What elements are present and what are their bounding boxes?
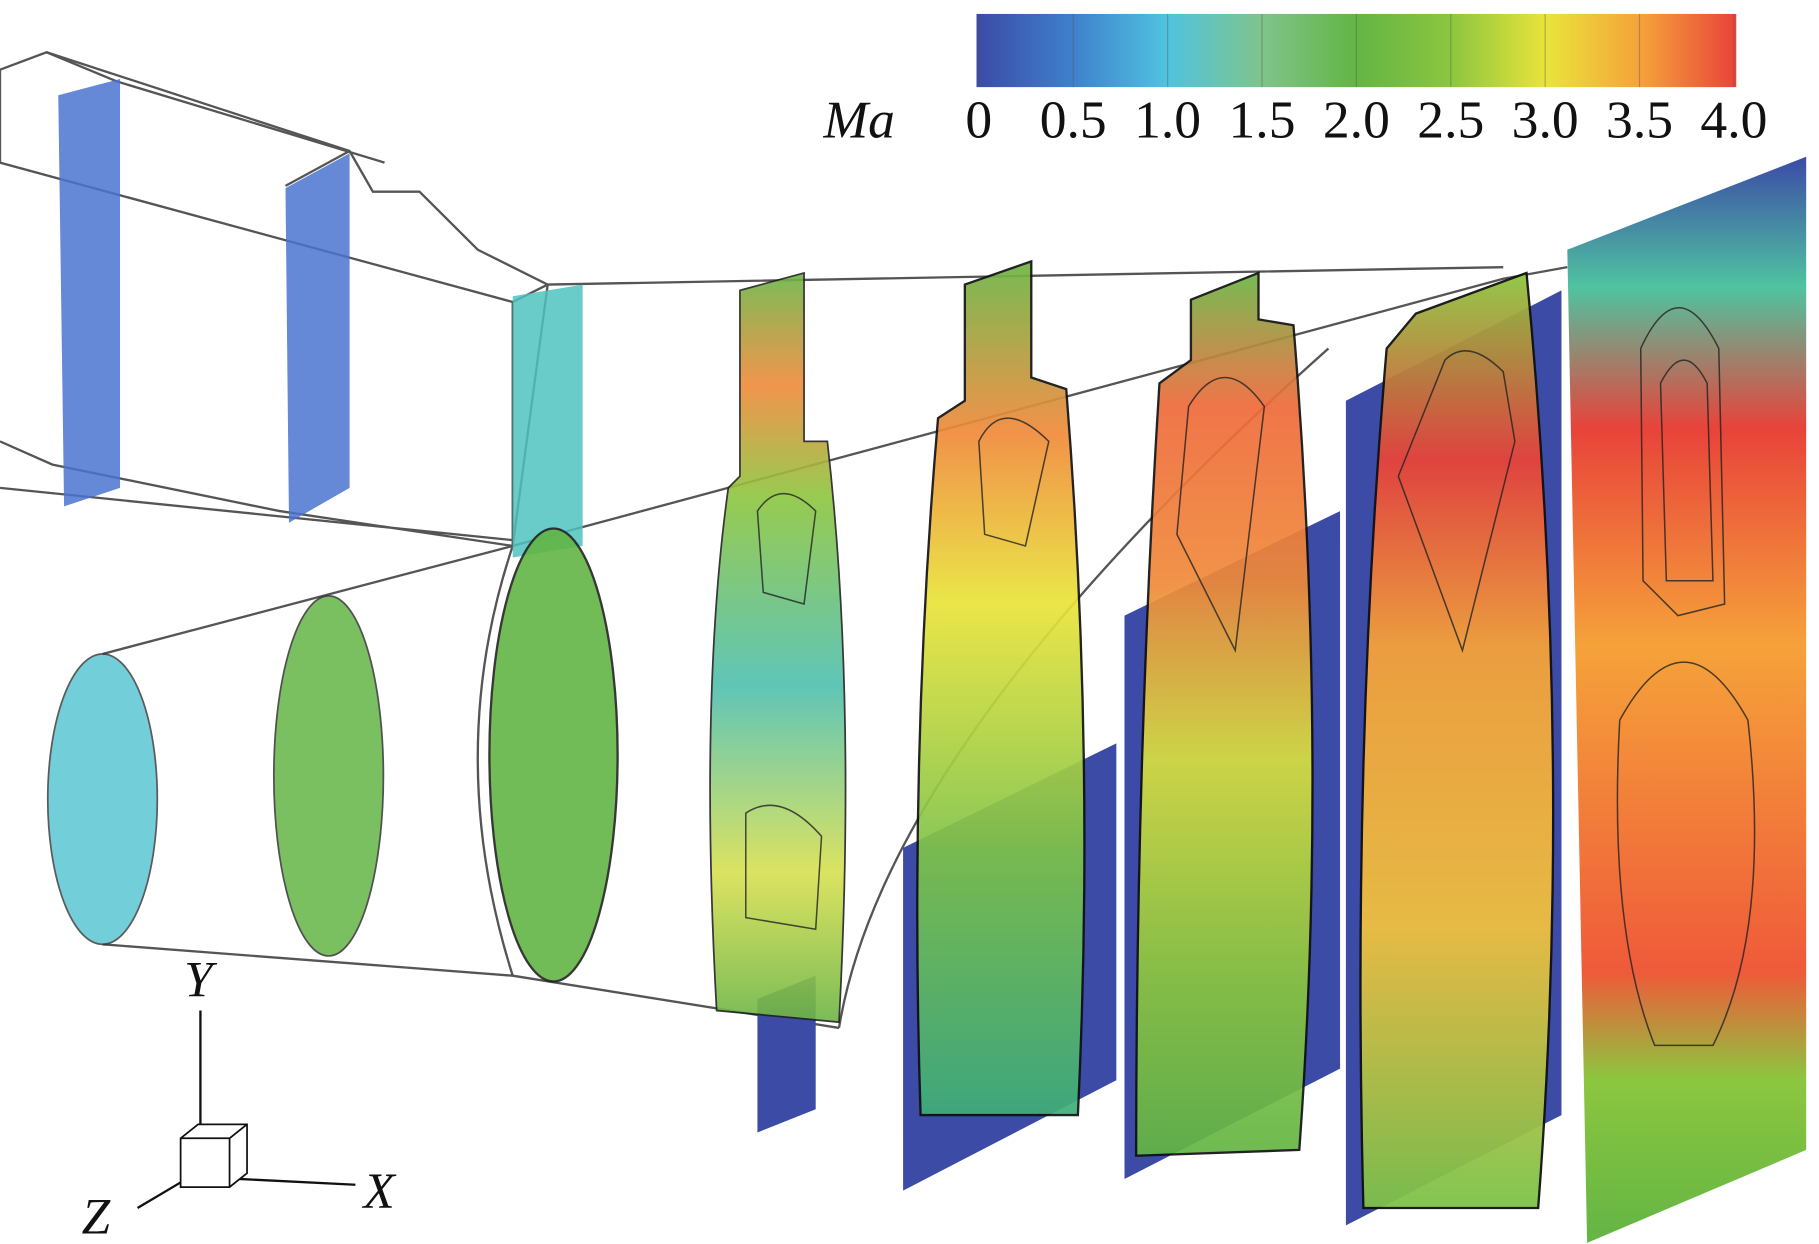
x-axis-label: X [362,1163,397,1220]
slice [272,594,385,957]
colorbar-tick-label: 3.5 [1606,90,1673,150]
contour-lines [745,307,1756,1047]
axis-triad: Y Z X [82,952,397,1244]
y-axis-label: Y [184,952,217,1009]
z-axis-label: Z [82,1189,111,1244]
colorbar-tick-label: 2.5 [1417,90,1484,150]
slice [488,527,619,983]
slice [46,653,159,946]
slice [1359,271,1555,1210]
slice [916,259,1086,1117]
colorbar-label: Ma [822,90,894,150]
colorbar-tick-label: 1.5 [1229,90,1296,150]
colorbar-ramp [976,13,1737,88]
nozzle-duct [46,265,1568,1030]
colorbar: Ma 0 0.5 1.0 1.5 2.0 2.5 3.0 3.5 4.0 [822,13,1767,150]
slice [58,78,121,507]
colorbar-tick-label: 2.0 [1323,90,1390,150]
slice [512,284,583,558]
colorbar-tick-label: 0 [965,90,992,150]
upper-duct [0,51,551,548]
colorbar-tick-label: 1.0 [1134,90,1201,150]
contour-slices [709,156,1807,1243]
slice-panel [1567,156,1807,1243]
slice [285,153,350,523]
colorbar-tick-label: 0.5 [1040,90,1107,150]
colorbar-tick-label: 3.0 [1512,90,1579,150]
slice [1134,271,1314,1157]
colorbar-tick-label: 4.0 [1700,90,1767,150]
slice [709,271,847,1024]
